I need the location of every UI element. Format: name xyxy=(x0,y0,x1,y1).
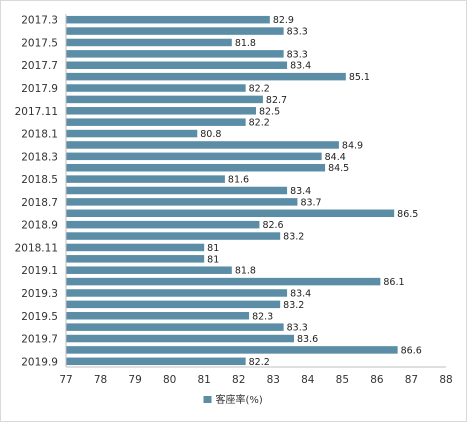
y-tick-label: 2018.5 xyxy=(21,174,58,186)
bar xyxy=(66,152,322,161)
bar xyxy=(66,266,232,274)
legend-swatch xyxy=(203,396,212,403)
y-tick-label: 2017.11 xyxy=(15,106,58,118)
bar xyxy=(66,129,198,138)
x-tick-label: 86 xyxy=(370,374,384,386)
bar xyxy=(66,277,381,286)
bar xyxy=(66,141,339,149)
data-label: 82.3 xyxy=(252,311,273,322)
x-tick-label: 84 xyxy=(301,374,315,386)
x-tick-label: 83 xyxy=(267,374,280,386)
bar xyxy=(66,243,205,252)
data-label: 82.2 xyxy=(249,357,270,368)
x-tick-label: 81 xyxy=(197,374,210,386)
bar xyxy=(66,334,294,343)
bar xyxy=(66,323,284,331)
data-label: 82.6 xyxy=(262,220,283,231)
y-tick-label: 2019.1 xyxy=(21,265,58,277)
data-label: 84.9 xyxy=(342,140,363,151)
data-label: 83.3 xyxy=(287,323,308,334)
x-tick-label: 88 xyxy=(439,374,452,386)
x-tick-label: 85 xyxy=(336,374,349,386)
x-tick-label: 77 xyxy=(59,374,72,386)
x-tick-label: 82 xyxy=(232,374,245,386)
x-tick-label: 79 xyxy=(128,374,141,386)
data-label: 82.7 xyxy=(266,95,287,106)
data-label: 86.1 xyxy=(383,277,404,288)
data-label: 84.5 xyxy=(328,163,349,174)
bar xyxy=(66,84,246,92)
data-label: 83.7 xyxy=(300,197,321,208)
data-label: 83.3 xyxy=(287,49,308,60)
data-label: 81 xyxy=(207,243,219,254)
legend-label: 客座率(%) xyxy=(216,393,263,406)
bar xyxy=(66,300,281,309)
y-tick-label: 2017.3 xyxy=(21,15,58,27)
x-tick-label: 80 xyxy=(163,374,176,386)
bar xyxy=(66,118,246,126)
y-tick-label: 2019.9 xyxy=(21,356,58,368)
bar xyxy=(66,38,232,47)
bar xyxy=(66,357,246,366)
data-label: 83.3 xyxy=(287,27,308,38)
bar xyxy=(66,255,205,263)
bar xyxy=(66,198,298,206)
bar xyxy=(66,61,288,69)
data-label: 81.8 xyxy=(235,266,256,277)
y-tick-label: 2017.5 xyxy=(21,37,58,49)
data-label: 83.6 xyxy=(297,334,318,345)
data-label: 82.2 xyxy=(249,84,270,95)
y-tick-label: 2018.1 xyxy=(21,129,58,141)
bar xyxy=(66,232,281,240)
data-label: 83.4 xyxy=(290,186,311,197)
bar xyxy=(66,15,270,24)
data-label: 82.9 xyxy=(273,15,294,26)
y-tick-label: 2018.9 xyxy=(21,220,58,232)
data-label: 85.1 xyxy=(349,72,370,83)
bar xyxy=(66,289,288,297)
bar xyxy=(66,186,288,195)
data-label: 82.2 xyxy=(249,118,270,129)
y-tick-label: 2019.5 xyxy=(21,311,58,323)
y-tick-label: 2017.9 xyxy=(21,83,58,95)
x-tick-label: 78 xyxy=(94,374,107,386)
data-label: 83.2 xyxy=(283,232,304,243)
y-tick-label: 2019.3 xyxy=(21,288,58,300)
bar xyxy=(66,175,225,183)
data-label: 83.4 xyxy=(290,288,311,299)
data-label: 84.4 xyxy=(325,152,346,163)
x-tick-label: 87 xyxy=(405,374,418,386)
data-label: 86.5 xyxy=(397,209,418,220)
data-label: 81.8 xyxy=(235,38,256,49)
data-label: 82.5 xyxy=(259,106,280,117)
data-label: 81.6 xyxy=(228,175,249,186)
y-tick-label: 2018.11 xyxy=(15,242,58,254)
data-label: 80.8 xyxy=(200,129,221,140)
bar xyxy=(66,312,250,320)
y-tick-label: 2018.7 xyxy=(21,197,58,209)
bar xyxy=(66,209,395,218)
bar xyxy=(66,346,398,354)
bar xyxy=(66,27,284,35)
bar xyxy=(66,72,346,81)
data-label: 83.4 xyxy=(290,61,311,72)
y-tick-label: 2018.3 xyxy=(21,151,58,163)
bar xyxy=(66,163,326,172)
y-tick-label: 2017.7 xyxy=(21,60,58,72)
bar xyxy=(66,95,263,104)
bar xyxy=(66,50,284,58)
data-label: 86.6 xyxy=(401,345,422,356)
data-label: 81 xyxy=(207,254,219,265)
y-tick-label: 2019.7 xyxy=(21,334,58,346)
bar xyxy=(66,107,256,115)
bar xyxy=(66,220,260,229)
data-label: 83.2 xyxy=(283,300,304,311)
